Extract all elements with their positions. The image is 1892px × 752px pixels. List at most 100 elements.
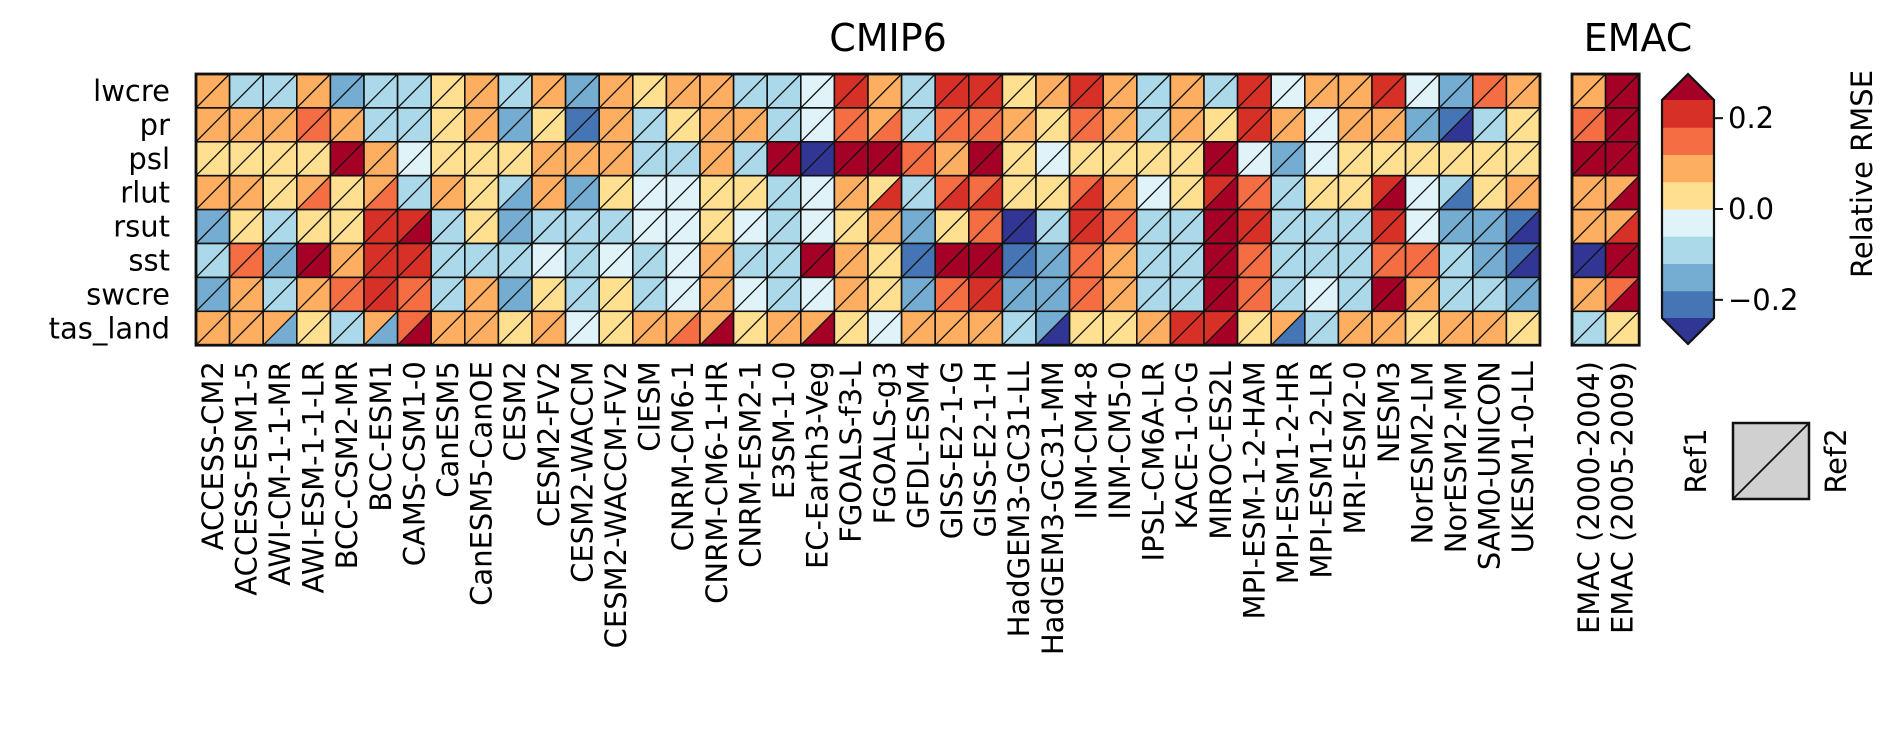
cell-diagonal	[497, 310, 533, 346]
cell-diagonal	[430, 141, 466, 177]
cell-diagonal	[833, 175, 869, 211]
column-label: KACE-1-0-G	[1170, 361, 1204, 529]
cell-diagonal	[833, 209, 869, 244]
cell-diagonal	[1571, 276, 1607, 312]
cell-diagonal	[1505, 209, 1541, 244]
cell-diagonal	[464, 276, 499, 312]
cell-diagonal	[195, 175, 231, 211]
cell-diagonal	[1571, 107, 1607, 143]
cell-diagonal	[329, 310, 365, 346]
cell-diagonal	[363, 276, 399, 312]
column-labels: ACCESS-CM2 ACCESS-ESM1-5 AWI-CM-1-1-MR AWI-…	[196, 361, 1640, 655]
cell-diagonal	[329, 107, 365, 143]
cell-diagonal	[1035, 141, 1071, 177]
cell-diagonal	[665, 141, 701, 177]
cell-diagonal	[632, 107, 667, 143]
colorbar-segment	[1662, 154, 1714, 183]
column-label: CESM2-WACCM-FV2	[599, 361, 633, 648]
cell-diagonal	[766, 175, 802, 211]
cell-diagonal	[430, 209, 466, 244]
cell-diagonal	[1069, 310, 1104, 346]
cell-diagonal	[699, 209, 735, 244]
column-label: CESM2-FV2	[532, 361, 566, 527]
cell-diagonal	[1069, 209, 1104, 244]
cell-diagonal	[1001, 107, 1037, 143]
cell-diagonal	[1169, 276, 1205, 312]
cell-diagonal	[1505, 276, 1541, 312]
cell-diagonal	[1438, 107, 1474, 143]
cell-diagonal	[968, 310, 1003, 346]
cell-diagonal	[1505, 73, 1541, 109]
emac-panel-title: EMAC	[1584, 16, 1693, 60]
cell-diagonal	[1438, 209, 1474, 244]
column-label: CNRM-CM6-1-HR	[700, 361, 734, 604]
cell-diagonal	[1337, 141, 1373, 177]
row-label-rsut: rsut	[113, 210, 170, 244]
row-label-swcre: swcre	[86, 277, 170, 311]
cell-diagonal	[397, 73, 432, 109]
cell-diagonal	[1169, 175, 1205, 211]
cell-diagonal	[1035, 73, 1071, 109]
cell-diagonal	[1337, 73, 1373, 109]
cell-diagonal	[1337, 209, 1373, 244]
column-label: MRI-ESM2-0	[1338, 361, 1372, 534]
cell-diagonal	[1203, 175, 1239, 211]
colorbar-segment	[1662, 181, 1714, 210]
cell-diagonal	[497, 175, 533, 211]
colorbar-tick-label: −0.2	[1728, 283, 1798, 317]
cell-diagonal	[497, 243, 533, 278]
cell-diagonal	[1438, 243, 1474, 278]
column-label: CanESM5	[431, 361, 465, 498]
cell-diagonal	[1237, 73, 1272, 109]
colorbar-label: Relative RMSE	[1845, 70, 1879, 278]
cell-diagonal	[1001, 276, 1037, 312]
cell-diagonal	[733, 73, 768, 109]
cell-diagonal	[800, 175, 835, 211]
panel-frame	[194, 72, 1542, 347]
cell-diagonal	[598, 175, 634, 211]
column-label: CIESM	[633, 361, 667, 452]
cell-diagonal	[665, 310, 701, 346]
cell-diagonal	[1304, 107, 1339, 143]
column-label: GISS-E2-1-G	[935, 361, 969, 539]
cell-diagonal	[296, 107, 331, 143]
colorbar-segment	[1662, 236, 1714, 264]
cell-diagonal	[262, 141, 298, 177]
cell-diagonal	[397, 310, 432, 346]
cell-diagonal	[632, 209, 667, 244]
cell-diagonal	[901, 243, 936, 278]
cell-diagonal	[833, 107, 869, 143]
cell-diagonal	[699, 243, 735, 278]
cell-diagonal	[1203, 107, 1239, 143]
cell-diagonal	[1203, 73, 1239, 109]
cell-diagonal	[565, 141, 600, 177]
cell-diagonal	[1505, 107, 1541, 143]
cell-diagonal	[531, 276, 567, 312]
cell-diagonal	[1169, 243, 1205, 278]
cell-diagonal	[1371, 175, 1407, 211]
cell-diagonal	[1472, 310, 1507, 346]
cell-diagonal	[397, 175, 432, 211]
cell-diagonal	[699, 107, 735, 143]
cell-diagonal	[262, 276, 298, 312]
cell-diagonal	[363, 141, 399, 177]
cell-diagonal	[1102, 107, 1138, 143]
cell-diagonal	[901, 209, 936, 244]
cell-diagonal	[531, 73, 567, 109]
cell-diagonal	[363, 107, 399, 143]
cell-diagonal	[1136, 310, 1171, 346]
cell-diagonal	[1203, 276, 1239, 312]
cell-diagonal	[1069, 73, 1104, 109]
cell-diagonal	[665, 107, 701, 143]
cell-diagonal	[1169, 209, 1205, 244]
cell-diagonal	[1203, 209, 1239, 244]
column-label: INM-CM4-8	[1069, 361, 1103, 519]
cell-diagonal	[1371, 243, 1407, 278]
cell-diagonal	[1102, 310, 1138, 346]
colorbar-segment	[1662, 127, 1714, 155]
cell-diagonal	[1405, 209, 1440, 244]
cell-diagonal	[1337, 276, 1373, 312]
column-label: CESM2	[498, 361, 532, 461]
cell-diagonal	[464, 243, 499, 278]
cell-diagonal	[1237, 141, 1272, 177]
